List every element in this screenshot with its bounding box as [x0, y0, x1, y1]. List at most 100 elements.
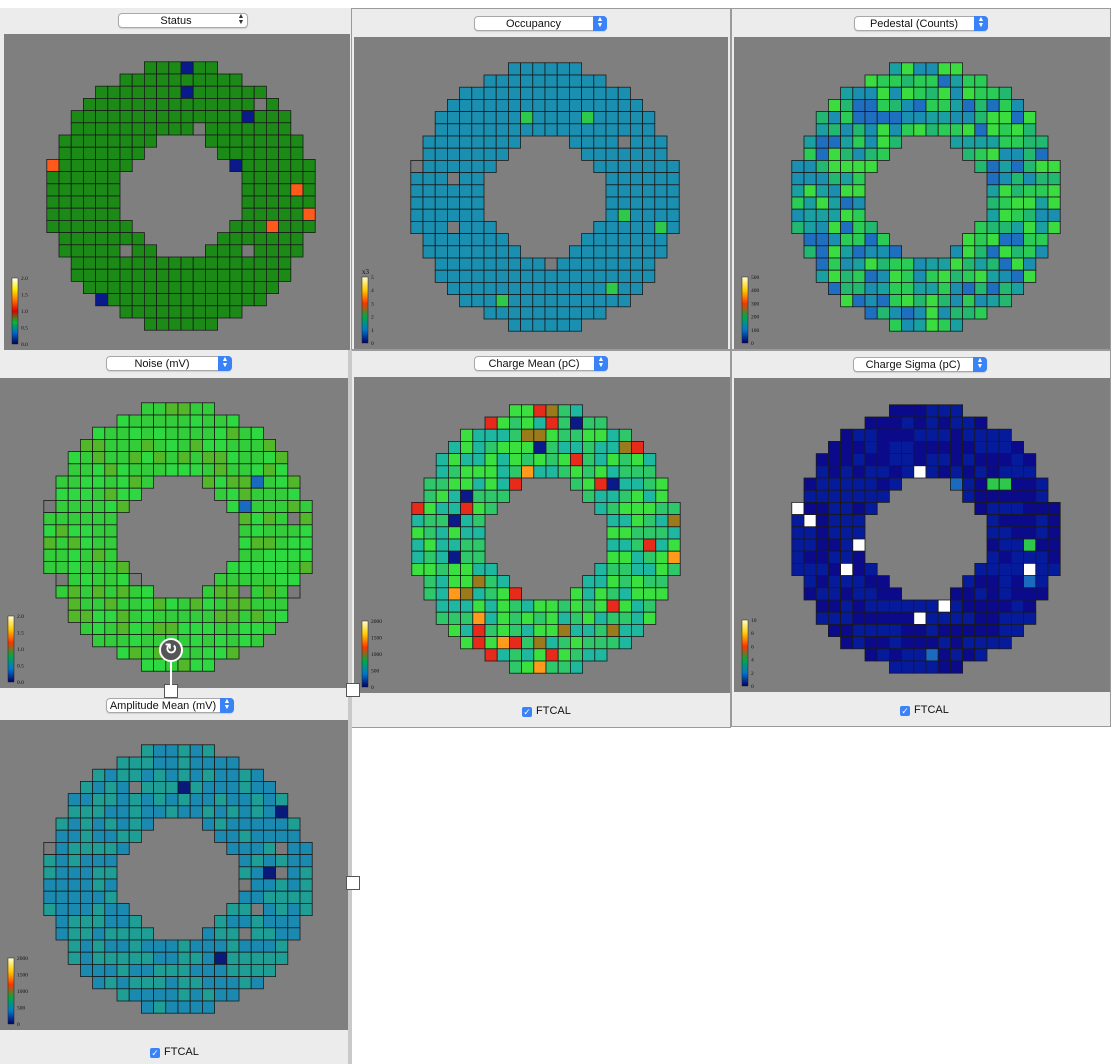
crystal-cell[interactable] [791, 196, 805, 210]
crystal-cell[interactable] [1023, 160, 1037, 174]
crystal-cell[interactable] [803, 196, 817, 210]
crystal-cell[interactable] [925, 306, 939, 320]
crystal-cell[interactable] [556, 111, 570, 125]
crystal-cell[interactable] [92, 536, 106, 550]
crystal-cell[interactable] [128, 781, 142, 795]
crystal-cell[interactable] [888, 477, 902, 491]
crystal-cell[interactable] [495, 294, 509, 308]
crystal-cell[interactable] [630, 587, 644, 601]
crystal-cell[interactable] [618, 489, 632, 503]
crystal-cell[interactable] [287, 548, 301, 562]
crystal-cell[interactable] [484, 489, 498, 503]
crystal-cell[interactable] [852, 538, 866, 552]
crystal-cell[interactable] [153, 793, 167, 807]
crystal-cell[interactable] [815, 208, 829, 222]
crystal-cell[interactable] [116, 817, 130, 831]
crystal-cell[interactable] [666, 208, 680, 222]
crystal-cell[interactable] [201, 475, 215, 489]
crystal-cell[interactable] [986, 269, 1000, 283]
crystal-cell[interactable] [864, 453, 878, 467]
crystal-cell[interactable] [104, 426, 118, 440]
crystal-cell[interactable] [569, 428, 583, 442]
crystal-cell[interactable] [411, 550, 425, 564]
crystal-cell[interactable] [214, 817, 228, 831]
crystal-cell[interactable] [143, 110, 157, 124]
crystal-cell[interactable] [140, 988, 154, 1002]
crystal-cell[interactable] [119, 244, 133, 258]
crystal-cell[interactable] [104, 621, 118, 635]
crystal-cell[interactable] [1023, 599, 1037, 613]
crystal-cell[interactable] [1010, 172, 1024, 186]
crystal-cell[interactable] [448, 587, 462, 601]
crystal-cell[interactable] [116, 597, 130, 611]
crystal-cell[interactable] [630, 477, 644, 491]
crystal-cell[interactable] [594, 623, 608, 637]
crystal-cell[interactable] [913, 62, 927, 76]
crystal-cell[interactable] [434, 208, 448, 222]
crystal-cell[interactable] [238, 951, 252, 965]
crystal-cell[interactable] [459, 172, 473, 186]
crystal-cell[interactable] [876, 477, 890, 491]
crystal-cell[interactable] [238, 963, 252, 977]
crystal-cell[interactable] [189, 646, 203, 660]
crystal-cell[interactable] [998, 636, 1012, 650]
crystal-cell[interactable] [165, 744, 179, 758]
crystal-cell[interactable] [472, 623, 486, 637]
crystal-cell[interactable] [143, 305, 157, 319]
crystal-cell[interactable] [83, 183, 97, 197]
crystal-cell[interactable] [238, 560, 252, 574]
crystal-cell[interactable] [815, 123, 829, 137]
crystal-cell[interactable] [83, 232, 97, 246]
crystal-cell[interactable] [189, 768, 203, 782]
crystal-cell[interactable] [229, 293, 243, 307]
crystal-cell[interactable] [58, 171, 72, 185]
crystal-cell[interactable] [434, 147, 448, 161]
crystal-cell[interactable] [238, 842, 252, 856]
crystal-cell[interactable] [815, 135, 829, 149]
crystal-cell[interactable] [250, 560, 264, 574]
crystal-cell[interactable] [974, 111, 988, 125]
crystal-cell[interactable] [43, 902, 57, 916]
crystal-cell[interactable] [43, 536, 57, 550]
crystal-cell[interactable] [104, 634, 118, 648]
crystal-cell[interactable] [643, 489, 657, 503]
crystal-cell[interactable] [472, 526, 486, 540]
crystal-cell[interactable] [815, 269, 829, 283]
crystal-cell[interactable] [852, 99, 866, 113]
crystal-cell[interactable] [80, 524, 94, 538]
crystal-cell[interactable] [521, 611, 535, 625]
crystal-cell[interactable] [180, 293, 194, 307]
crystal-cell[interactable] [925, 428, 939, 442]
crystal-cell[interactable] [521, 428, 535, 442]
crystal-cell[interactable] [937, 453, 951, 467]
crystal-cell[interactable] [1035, 233, 1049, 247]
crystal-cell[interactable] [581, 147, 595, 161]
crystal-cell[interactable] [472, 477, 486, 491]
crystal-cell[interactable] [864, 648, 878, 662]
crystal-cell[interactable] [617, 135, 631, 149]
crystal-cell[interactable] [156, 85, 170, 99]
crystal-cell[interactable] [594, 636, 608, 650]
crystal-cell[interactable] [962, 441, 976, 455]
crystal-cell[interactable] [840, 489, 854, 503]
crystal-cell[interactable] [238, 451, 252, 465]
crystal-cell[interactable] [253, 232, 267, 246]
crystal-cell[interactable] [888, 428, 902, 442]
crystal-cell[interactable] [496, 611, 510, 625]
crystal-cell[interactable] [643, 453, 657, 467]
crystal-cell[interactable] [80, 805, 94, 819]
crystal-cell[interactable] [189, 402, 203, 416]
crystal-cell[interactable] [447, 233, 461, 247]
crystal-cell[interactable] [140, 939, 154, 953]
crystal-cell[interactable] [568, 111, 582, 125]
crystal-cell[interactable] [104, 927, 118, 941]
crystal-cell[interactable] [250, 585, 264, 599]
crystal-cell[interactable] [496, 489, 510, 503]
crystal-cell[interactable] [593, 294, 607, 308]
crystal-cell[interactable] [606, 575, 620, 589]
crystal-cell[interactable] [262, 621, 276, 635]
crystal-cell[interactable] [104, 609, 118, 623]
crystal-cell[interactable] [508, 587, 522, 601]
crystal-cell[interactable] [153, 658, 167, 672]
crystal-cell[interactable] [901, 660, 915, 674]
